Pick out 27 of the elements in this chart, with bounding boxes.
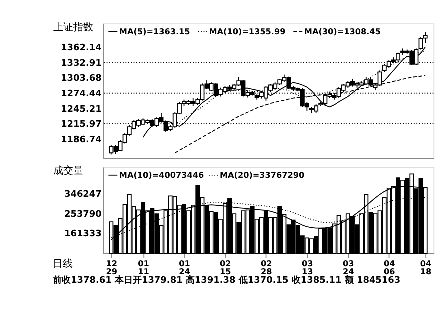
x-tick-label: 01 11: [138, 258, 150, 277]
candlestick: [109, 144, 114, 156]
y-tick-label: 1303.68: [61, 74, 102, 84]
legend-label: MA(5)=1363.15: [119, 26, 191, 36]
legend-label: MA(10)=1355.99: [209, 26, 286, 36]
x-tick-label: 04 18: [420, 258, 432, 277]
x-tick-label: 02 28: [261, 258, 273, 277]
y-tick-label: 1362.14: [61, 44, 102, 54]
y-axis-title: 上证指数: [53, 21, 94, 34]
y-tick-label: 1186.74: [61, 135, 102, 146]
y-tick-label: 1245.21: [61, 104, 102, 115]
y-tick-label: 1215.97: [61, 120, 102, 130]
y-tick-label: 1332.91: [61, 58, 102, 69]
y-axis-title: 成交量: [53, 165, 84, 178]
legend-label: MA(10)=40073446: [119, 170, 204, 180]
y-tick-label: 253790: [64, 210, 102, 220]
legend-label: MA(30)=1308.45: [304, 26, 382, 36]
x-tick-label: 03 13: [302, 258, 314, 277]
y-tick-label: 1274.44: [61, 90, 102, 100]
text: 日线: [52, 258, 73, 270]
y-tick-label: 161333: [64, 230, 102, 240]
text: 前收1378.61 本日开1379.81 高1391.38 低1370.15 收1385.11 额 1845163: [52, 275, 401, 286]
x-tick-label: 02 15: [220, 258, 232, 277]
x-tick-label: 04 06: [384, 258, 396, 277]
x-tick-label: 12 29: [106, 258, 118, 277]
legend-label: MA(20)=33767290: [220, 170, 306, 180]
y-tick-label: 346247: [64, 190, 102, 200]
